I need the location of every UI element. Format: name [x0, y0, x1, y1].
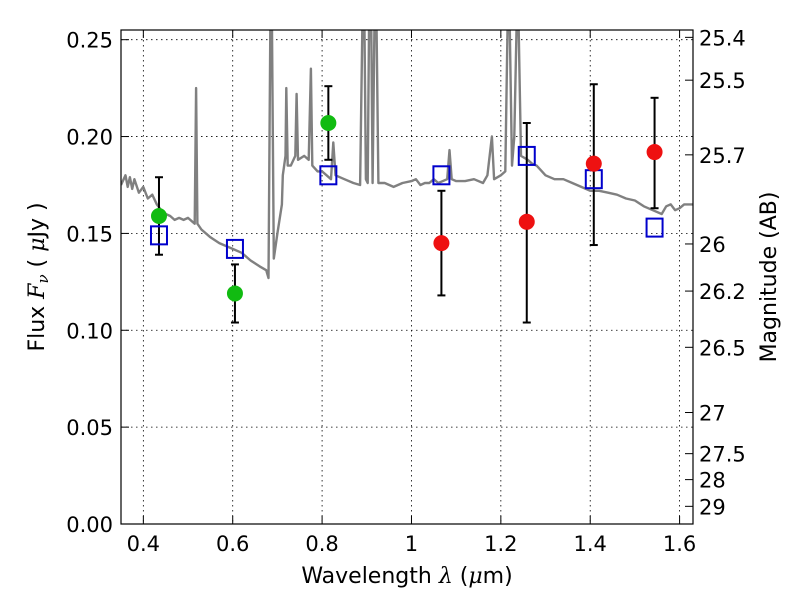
x-tick-label: 0.6 [216, 532, 249, 556]
red-data-point [518, 213, 535, 230]
magnitude-tick-label: 25.7 [699, 144, 746, 168]
magnitude-tick-label: 26 [699, 233, 726, 257]
magnitude-tick-label: 25.5 [699, 69, 746, 93]
x-tick-label: 1.4 [574, 532, 607, 556]
y-tick-label: 0.20 [66, 126, 113, 150]
y-tick-label: 0.10 [66, 319, 113, 343]
x-tick-label: 1.6 [663, 532, 696, 556]
model-photometry-box [517, 145, 536, 166]
magnitude-tick-label: 26.5 [699, 336, 746, 360]
x-tick-label: 1 [405, 532, 418, 556]
magnitude-tick-label: 25.4 [699, 26, 746, 50]
green-data-point [320, 114, 337, 131]
y-tick-label: 0.25 [66, 29, 113, 53]
x-tick-label: 0.4 [127, 532, 160, 556]
grid [121, 30, 693, 525]
model-photometry-box [645, 217, 664, 238]
magnitude-tick-label: 27 [699, 402, 726, 426]
model-photometry-box [225, 238, 244, 259]
observed-points [150, 114, 663, 302]
x-tick-label: 0.8 [305, 532, 338, 556]
red-data-point [646, 144, 663, 161]
magnitude-tick-label: 29 [699, 495, 726, 519]
model-photometry-box [432, 165, 451, 186]
green-data-point [150, 207, 167, 224]
error-bars [154, 83, 659, 324]
y-tick-label: 0.00 [66, 513, 113, 537]
plot-frame [120, 29, 694, 525]
model-photometry-box [149, 225, 168, 246]
y-tick-labels: 0.00 0.05 0.10 0.15 0.20 0.25 [66, 29, 113, 537]
model-photometry-box [319, 165, 338, 186]
x-tick-label: 1.2 [484, 532, 517, 556]
magnitude-tick-label: 26.2 [699, 280, 746, 304]
green-data-point [226, 285, 243, 302]
y-tick-label: 0.05 [66, 416, 113, 440]
magnitude-tick-label: 27.5 [699, 443, 746, 467]
y-axis-label: Flux Fν ( μJy ) [25, 202, 52, 351]
y-tick-label: 0.15 [66, 222, 113, 246]
x-tick-labels: 0.4 0.6 0.8 1 1.2 1.4 1.6 [127, 532, 697, 556]
red-data-point [433, 235, 450, 252]
red-data-point [585, 155, 602, 172]
magnitude-tick-label: 28 [699, 469, 726, 493]
ticks [121, 30, 693, 525]
model-spectrum-line [121, 30, 693, 280]
right-axis-label: Magnitude (AB) [757, 192, 782, 363]
x-axis-label: Wavelength λ (μm) [301, 564, 512, 589]
